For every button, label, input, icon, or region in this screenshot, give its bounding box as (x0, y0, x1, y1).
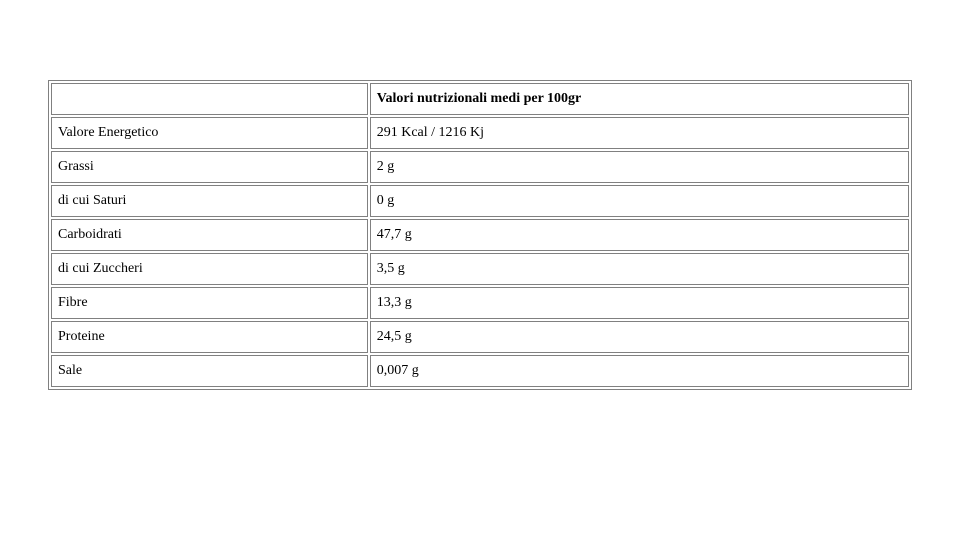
nutrition-table-container: Valori nutrizionali medi per 100gr Valor… (0, 0, 960, 390)
row-label: Grassi (51, 151, 368, 183)
row-value: 2 g (370, 151, 909, 183)
table-row: Valore Energetico 291 Kcal / 1216 Kj (51, 117, 909, 149)
header-value-cell: Valori nutrizionali medi per 100gr (370, 83, 909, 115)
row-value: 13,3 g (370, 287, 909, 319)
row-label: di cui Saturi (51, 185, 368, 217)
row-value: 0 g (370, 185, 909, 217)
row-label: Valore Energetico (51, 117, 368, 149)
row-value: 0,007 g (370, 355, 909, 387)
row-label: di cui Zuccheri (51, 253, 368, 285)
row-value: 3,5 g (370, 253, 909, 285)
row-label: Fibre (51, 287, 368, 319)
table-row: Grassi 2 g (51, 151, 909, 183)
row-label: Sale (51, 355, 368, 387)
row-value: 291 Kcal / 1216 Kj (370, 117, 909, 149)
table-row: Carboidrati 47,7 g (51, 219, 909, 251)
row-label: Carboidrati (51, 219, 368, 251)
table-row: Fibre 13,3 g (51, 287, 909, 319)
row-value: 47,7 g (370, 219, 909, 251)
table-row: di cui Zuccheri 3,5 g (51, 253, 909, 285)
table-row: di cui Saturi 0 g (51, 185, 909, 217)
table-header-row: Valori nutrizionali medi per 100gr (51, 83, 909, 115)
row-value: 24,5 g (370, 321, 909, 353)
nutrition-table: Valori nutrizionali medi per 100gr Valor… (48, 80, 912, 390)
table-row: Proteine 24,5 g (51, 321, 909, 353)
table-row: Sale 0,007 g (51, 355, 909, 387)
header-label-cell (51, 83, 368, 115)
row-label: Proteine (51, 321, 368, 353)
